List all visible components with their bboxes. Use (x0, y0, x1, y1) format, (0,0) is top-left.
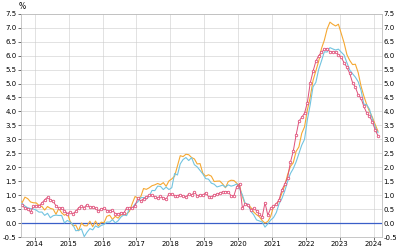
Text: %: % (19, 2, 26, 12)
